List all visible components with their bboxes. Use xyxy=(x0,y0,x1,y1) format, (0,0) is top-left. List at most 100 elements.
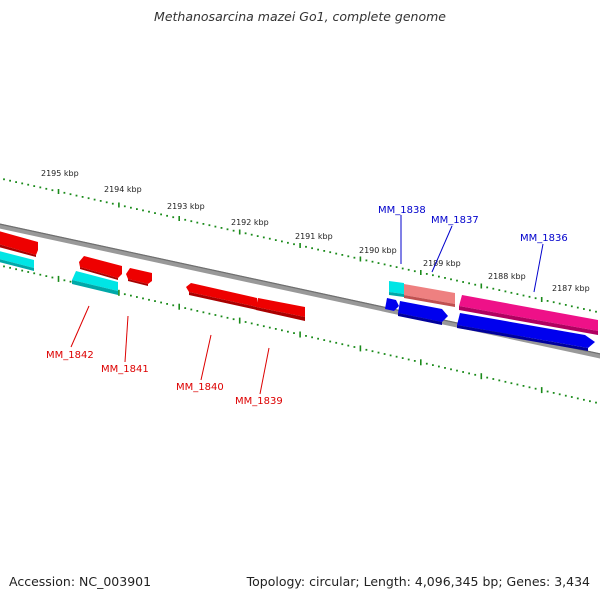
outer-tick-ring xyxy=(3,178,597,313)
minor-tick xyxy=(256,323,259,326)
minor-tick xyxy=(232,318,235,321)
minor-tick xyxy=(87,197,90,200)
minor-tick xyxy=(528,386,531,389)
gene-label[interactable]: MM_1837 xyxy=(431,215,479,226)
gene-arrow-blue[interactable] xyxy=(457,313,595,348)
gene-arrow-cyan-shadow xyxy=(72,280,118,295)
major-tick xyxy=(540,387,543,394)
minor-tick xyxy=(347,255,350,258)
reverse-strand-features xyxy=(0,230,305,321)
minor-tick xyxy=(250,322,253,325)
minor-tick xyxy=(595,401,597,404)
minor-tick xyxy=(268,237,271,240)
minor-tick xyxy=(63,279,66,282)
gene-arrow-red[interactable] xyxy=(0,230,38,255)
minor-tick xyxy=(220,315,223,318)
minor-tick xyxy=(142,297,144,300)
minor-tick xyxy=(335,341,338,344)
minor-tick xyxy=(311,247,313,250)
gene-arrow-blue-shadow xyxy=(457,325,588,351)
minor-tick xyxy=(474,373,477,376)
minor-tick xyxy=(262,325,265,328)
minor-tick xyxy=(552,392,555,394)
minor-tick xyxy=(51,189,54,192)
minor-tick xyxy=(504,380,507,383)
minor-tick xyxy=(595,310,597,313)
leader-line-mm1841 xyxy=(124,315,129,363)
gene-arrow-pink[interactable] xyxy=(459,295,598,331)
gene-label[interactable]: MM_1839 xyxy=(235,396,283,407)
minor-tick xyxy=(329,251,332,254)
minor-tick xyxy=(341,254,344,256)
gene-label[interactable]: MM_1841 xyxy=(101,364,149,375)
major-tick xyxy=(178,303,180,310)
minor-tick xyxy=(468,372,470,375)
minor-tick xyxy=(9,179,11,182)
minor-tick xyxy=(281,240,283,243)
minor-tick xyxy=(323,250,326,252)
minor-tick xyxy=(353,346,356,348)
minor-tick xyxy=(462,281,464,283)
minor-tick xyxy=(305,245,307,248)
gene-arrow-cyan[interactable] xyxy=(389,281,404,294)
major-tick xyxy=(480,373,483,380)
minor-tick xyxy=(9,266,11,269)
minor-tick xyxy=(148,298,150,301)
minor-tick xyxy=(105,201,108,204)
gene-arrow-red[interactable] xyxy=(256,298,305,317)
minor-tick xyxy=(438,365,440,368)
minor-tick xyxy=(444,277,446,279)
leader-line-mm1842 xyxy=(70,305,90,348)
gene-arrow-red-shadow xyxy=(80,267,118,280)
minor-tick xyxy=(450,368,452,371)
minor-tick xyxy=(93,198,96,201)
minor-tick xyxy=(244,232,247,235)
minor-tick xyxy=(15,181,17,183)
minor-tick xyxy=(341,343,344,346)
minor-tick xyxy=(413,270,416,273)
minor-tick xyxy=(287,330,289,333)
minor-tick xyxy=(383,263,386,266)
gene-arrow-cyan[interactable] xyxy=(72,271,118,291)
gene-label[interactable]: MM_1836 xyxy=(520,233,568,244)
minor-tick xyxy=(142,209,144,212)
minor-tick xyxy=(75,194,78,197)
gene-arrow-red-shadow xyxy=(189,292,257,310)
gene-arrow-blue[interactable] xyxy=(398,301,448,322)
minor-tick xyxy=(407,358,410,361)
minor-tick xyxy=(401,357,404,359)
minor-tick xyxy=(558,302,561,305)
leader-line-mm1840 xyxy=(200,334,212,381)
minor-tick xyxy=(329,340,332,343)
minor-tick xyxy=(534,297,537,300)
minor-tick xyxy=(450,278,452,281)
major-tick xyxy=(238,317,241,324)
minor-tick xyxy=(395,266,398,268)
gene-label[interactable]: MM_1838 xyxy=(378,205,426,216)
minor-tick xyxy=(196,310,199,312)
gene-label[interactable]: MM_1842 xyxy=(46,350,94,361)
gene-arrow-red[interactable] xyxy=(79,256,122,278)
minor-tick xyxy=(311,336,313,339)
minor-tick xyxy=(438,275,440,278)
gene-arrow-red[interactable] xyxy=(186,283,257,307)
minor-tick xyxy=(432,274,434,277)
kbp-label: 2192 kbp xyxy=(231,218,269,227)
minor-tick xyxy=(516,383,519,386)
minor-tick xyxy=(148,210,150,213)
major-tick xyxy=(178,216,180,221)
minor-tick xyxy=(498,379,501,382)
gene-arrow-salmon[interactable] xyxy=(404,284,455,304)
gene-arrow-blue[interactable] xyxy=(385,298,399,311)
minor-tick xyxy=(172,304,175,307)
gene-label[interactable]: MM_1840 xyxy=(176,382,224,393)
minor-tick xyxy=(262,236,265,239)
gene-arrow-cyan[interactable] xyxy=(0,250,34,268)
gene-arrow-red[interactable] xyxy=(126,268,152,284)
minor-tick xyxy=(250,233,253,236)
major-tick xyxy=(299,243,301,248)
minor-tick xyxy=(166,303,168,305)
minor-tick xyxy=(317,337,319,340)
kbp-label: 2188 kbp xyxy=(488,272,526,281)
